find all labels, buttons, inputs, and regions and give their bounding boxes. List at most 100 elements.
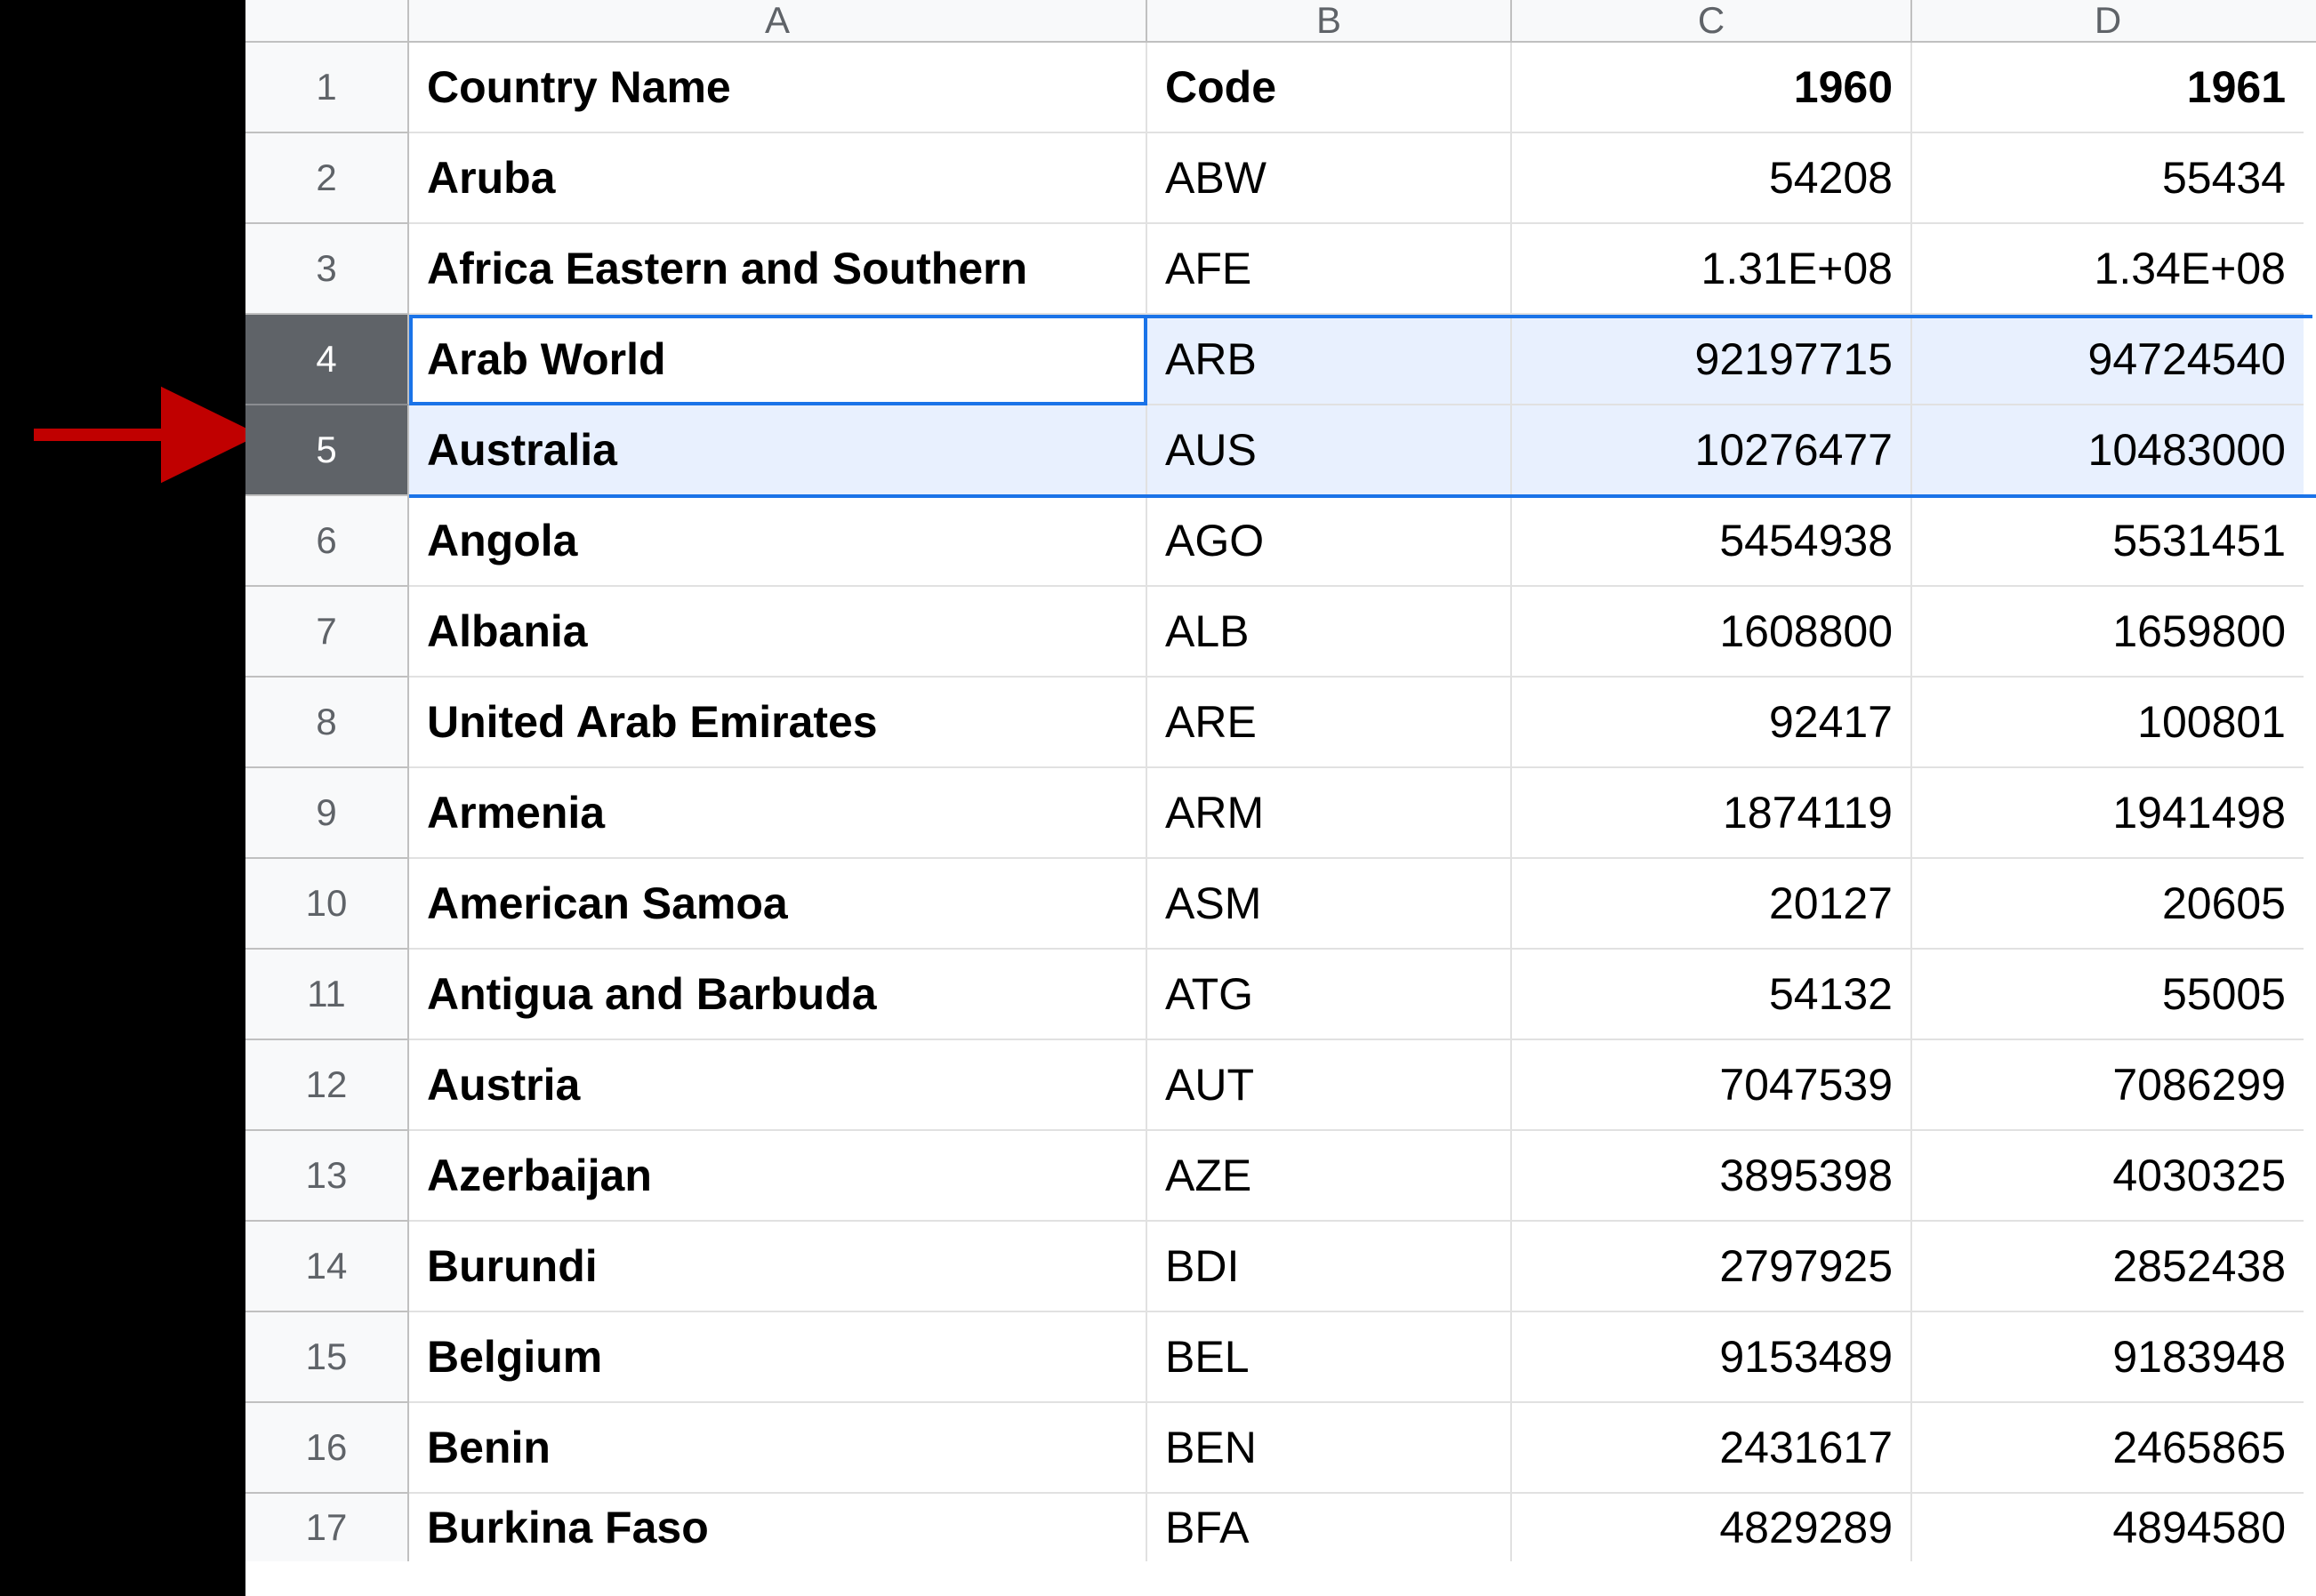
cell-C17[interactable]: 4829289 <box>1512 1494 1912 1561</box>
row-header-15[interactable]: 15 <box>245 1312 409 1403</box>
cell-D3[interactable]: 1.34E+08 <box>1912 224 2304 315</box>
cell-C14[interactable]: 2797925 <box>1512 1222 1912 1312</box>
cell-A7[interactable]: Albania <box>409 587 1147 678</box>
cell-D11[interactable]: 55005 <box>1912 950 2304 1040</box>
cell-D12[interactable]: 7086299 <box>1912 1040 2304 1131</box>
cell-D4[interactable]: 94724540 <box>1912 315 2304 405</box>
cell-D6[interactable]: 5531451 <box>1912 496 2304 587</box>
row-header-12[interactable]: 12 <box>245 1040 409 1131</box>
cell-A17[interactable]: Burkina Faso <box>409 1494 1147 1561</box>
row-header-8[interactable]: 8 <box>245 678 409 768</box>
cell-C8[interactable]: 92417 <box>1512 678 1912 768</box>
cell-D2[interactable]: 55434 <box>1912 133 2304 224</box>
table-row: 6 Angola AGO 5454938 5531451 <box>245 496 2316 587</box>
row-header-14[interactable]: 14 <box>245 1222 409 1312</box>
cell-D1[interactable]: 1961 <box>1912 43 2304 133</box>
cell-A13[interactable]: Azerbaijan <box>409 1131 1147 1222</box>
cell-D9[interactable]: 1941498 <box>1912 768 2304 859</box>
table-row: 14 Burundi BDI 2797925 2852438 <box>245 1222 2316 1312</box>
cell-D10[interactable]: 20605 <box>1912 859 2304 950</box>
cell-C5[interactable]: 10276477 <box>1512 405 1912 496</box>
row-header-3[interactable]: 3 <box>245 224 409 315</box>
cell-D17[interactable]: 4894580 <box>1912 1494 2304 1561</box>
row-header-5[interactable]: 5 <box>245 405 409 496</box>
row-header-16[interactable]: 16 <box>245 1403 409 1494</box>
table-row: 17 Burkina Faso BFA 4829289 4894580 <box>245 1494 2316 1561</box>
cell-C15[interactable]: 9153489 <box>1512 1312 1912 1403</box>
cell-B10[interactable]: ASM <box>1147 859 1512 950</box>
cell-A16[interactable]: Benin <box>409 1403 1147 1494</box>
cell-D14[interactable]: 2852438 <box>1912 1222 2304 1312</box>
cell-A1[interactable]: Country Name <box>409 43 1147 133</box>
cell-A3[interactable]: Africa Eastern and Southern <box>409 224 1147 315</box>
cell-B14[interactable]: BDI <box>1147 1222 1512 1312</box>
table-row: 3 Africa Eastern and Southern AFE 1.31E+… <box>245 224 2316 315</box>
cell-B2[interactable]: ABW <box>1147 133 1512 224</box>
cell-A9[interactable]: Armenia <box>409 768 1147 859</box>
table-row: 1 Country Name Code 1960 1961 <box>245 43 2316 133</box>
cell-A10[interactable]: American Samoa <box>409 859 1147 950</box>
row-header-11[interactable]: 11 <box>245 950 409 1040</box>
column-header-C[interactable]: C <box>1512 0 1912 41</box>
cell-B6[interactable]: AGO <box>1147 496 1512 587</box>
cell-D8[interactable]: 100801 <box>1912 678 2304 768</box>
cell-A6[interactable]: Angola <box>409 496 1147 587</box>
row-header-4[interactable]: 4 <box>245 315 409 405</box>
cell-C3[interactable]: 1.31E+08 <box>1512 224 1912 315</box>
cell-B9[interactable]: ARM <box>1147 768 1512 859</box>
cell-C2[interactable]: 54208 <box>1512 133 1912 224</box>
cell-B12[interactable]: AUT <box>1147 1040 1512 1131</box>
row-header-2[interactable]: 2 <box>245 133 409 224</box>
select-all-corner[interactable] <box>245 0 409 41</box>
cell-C12[interactable]: 7047539 <box>1512 1040 1912 1131</box>
cell-A2[interactable]: Aruba <box>409 133 1147 224</box>
cell-B3[interactable]: AFE <box>1147 224 1512 315</box>
table-row: 4 Arab World ARB 92197715 94724540 <box>245 315 2316 405</box>
cell-C1[interactable]: 1960 <box>1512 43 1912 133</box>
cell-C13[interactable]: 3895398 <box>1512 1131 1912 1222</box>
cell-A15[interactable]: Belgium <box>409 1312 1147 1403</box>
cell-A8[interactable]: United Arab Emirates <box>409 678 1147 768</box>
column-header-B[interactable]: B <box>1147 0 1512 41</box>
cell-B7[interactable]: ALB <box>1147 587 1512 678</box>
cell-C6[interactable]: 5454938 <box>1512 496 1912 587</box>
table-row: 9 Armenia ARM 1874119 1941498 <box>245 768 2316 859</box>
cell-C4[interactable]: 92197715 <box>1512 315 1912 405</box>
cell-A4[interactable]: Arab World <box>409 315 1147 405</box>
column-header-D[interactable]: D <box>1912 0 2304 41</box>
cell-D15[interactable]: 9183948 <box>1912 1312 2304 1403</box>
cell-B11[interactable]: ATG <box>1147 950 1512 1040</box>
cell-B15[interactable]: BEL <box>1147 1312 1512 1403</box>
cell-C10[interactable]: 20127 <box>1512 859 1912 950</box>
cell-D13[interactable]: 4030325 <box>1912 1131 2304 1222</box>
cell-A11[interactable]: Antigua and Barbuda <box>409 950 1147 1040</box>
table-row: 7 Albania ALB 1608800 1659800 <box>245 587 2316 678</box>
cell-C11[interactable]: 54132 <box>1512 950 1912 1040</box>
cell-C16[interactable]: 2431617 <box>1512 1403 1912 1494</box>
row-header-13[interactable]: 13 <box>245 1131 409 1222</box>
cell-B4[interactable]: ARB <box>1147 315 1512 405</box>
cell-B16[interactable]: BEN <box>1147 1403 1512 1494</box>
row-header-17[interactable]: 17 <box>245 1494 409 1561</box>
row-header-1[interactable]: 1 <box>245 43 409 133</box>
cell-D7[interactable]: 1659800 <box>1912 587 2304 678</box>
cell-B5[interactable]: AUS <box>1147 405 1512 496</box>
cell-B17[interactable]: BFA <box>1147 1494 1512 1561</box>
cell-B1[interactable]: Code <box>1147 43 1512 133</box>
row-header-10[interactable]: 10 <box>245 859 409 950</box>
cell-B8[interactable]: ARE <box>1147 678 1512 768</box>
cell-D16[interactable]: 2465865 <box>1912 1403 2304 1494</box>
column-header-A[interactable]: A <box>409 0 1147 41</box>
cell-D5[interactable]: 10483000 <box>1912 405 2304 496</box>
cell-A14[interactable]: Burundi <box>409 1222 1147 1312</box>
left-black-strip <box>0 0 245 1596</box>
row-header-6[interactable]: 6 <box>245 496 409 587</box>
cell-A12[interactable]: Austria <box>409 1040 1147 1131</box>
cell-B13[interactable]: AZE <box>1147 1131 1512 1222</box>
table-row: 15 Belgium BEL 9153489 9183948 <box>245 1312 2316 1403</box>
cell-C9[interactable]: 1874119 <box>1512 768 1912 859</box>
cell-A5[interactable]: Australia <box>409 405 1147 496</box>
row-header-7[interactable]: 7 <box>245 587 409 678</box>
row-header-9[interactable]: 9 <box>245 768 409 859</box>
cell-C7[interactable]: 1608800 <box>1512 587 1912 678</box>
